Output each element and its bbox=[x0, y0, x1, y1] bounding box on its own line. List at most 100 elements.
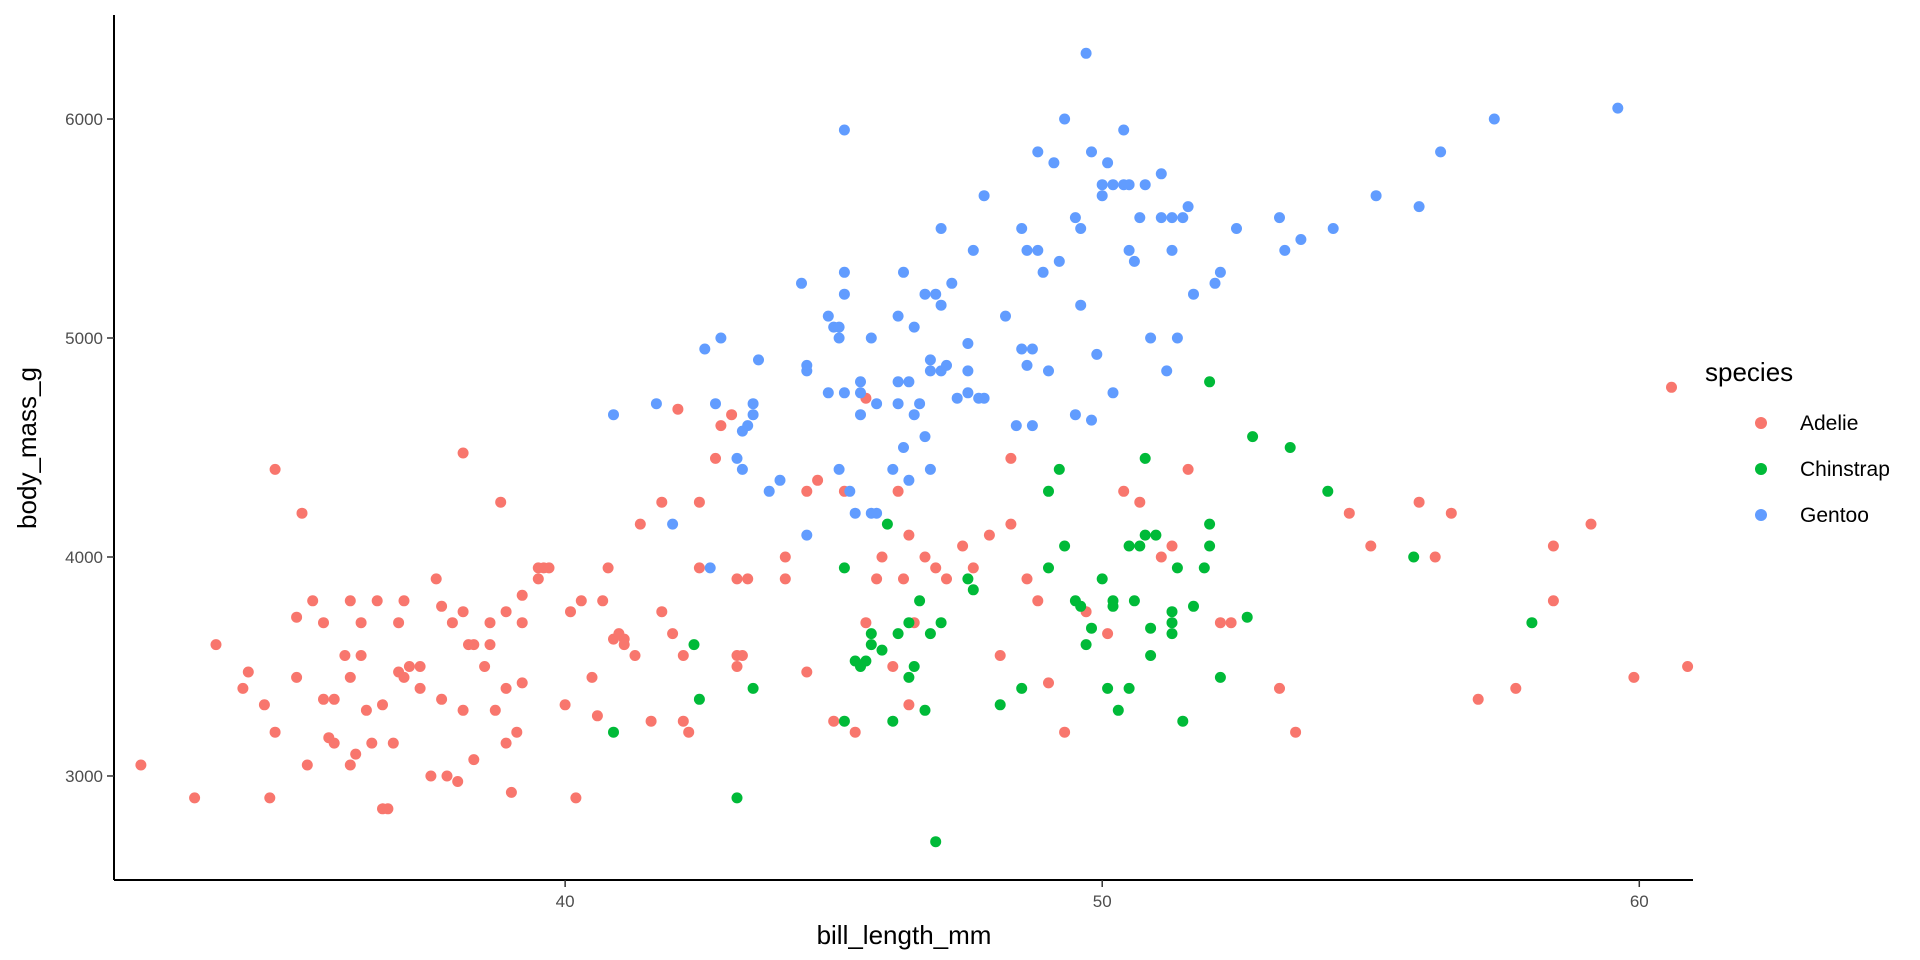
point-gentoo bbox=[608, 409, 619, 421]
point-chinstrap bbox=[903, 671, 915, 683]
point-gentoo bbox=[1102, 157, 1114, 169]
point-adelie bbox=[1005, 452, 1017, 464]
point-adelie bbox=[398, 595, 410, 607]
point-gentoo bbox=[710, 398, 721, 410]
point-gentoo bbox=[1155, 168, 1167, 180]
point-adelie bbox=[242, 666, 254, 678]
point-chinstrap bbox=[924, 628, 936, 640]
point-adelie bbox=[532, 573, 544, 585]
point-adelie bbox=[930, 562, 942, 574]
point-gentoo bbox=[1166, 212, 1178, 224]
point-adelie bbox=[1166, 540, 1178, 552]
point-gentoo bbox=[1010, 420, 1022, 432]
point-gentoo bbox=[1274, 212, 1285, 224]
point-chinstrap bbox=[930, 836, 942, 848]
point-chinstrap bbox=[688, 639, 700, 651]
point-adelie bbox=[189, 792, 201, 804]
point-adelie bbox=[634, 518, 646, 530]
point-adelie bbox=[1182, 463, 1194, 475]
point-chinstrap bbox=[1166, 606, 1178, 618]
point-gentoo bbox=[1155, 212, 1167, 224]
point-chinstrap bbox=[1043, 485, 1054, 497]
point-adelie bbox=[801, 485, 813, 497]
point-adelie bbox=[398, 671, 410, 683]
point-adelie bbox=[903, 699, 915, 711]
legend-key-adelie bbox=[1755, 417, 1767, 429]
point-adelie bbox=[318, 693, 329, 705]
point-adelie bbox=[941, 573, 952, 585]
point-gentoo bbox=[919, 288, 931, 300]
point-gentoo bbox=[1091, 348, 1103, 360]
point-adelie bbox=[1155, 551, 1167, 563]
point-chinstrap bbox=[1128, 595, 1140, 607]
point-chinstrap bbox=[967, 584, 979, 596]
y-tick-label: 5000 bbox=[65, 329, 103, 348]
point-adelie bbox=[377, 699, 388, 711]
point-chinstrap bbox=[1016, 682, 1028, 694]
point-adelie bbox=[667, 628, 679, 640]
point-gentoo bbox=[1107, 179, 1119, 191]
legend-label-chinstrap: Chinstrap bbox=[1800, 458, 1890, 481]
point-adelie bbox=[414, 682, 426, 694]
point-gentoo bbox=[978, 190, 990, 202]
point-adelie bbox=[264, 792, 276, 804]
point-adelie bbox=[591, 710, 603, 722]
point-gentoo bbox=[1231, 223, 1242, 234]
point-chinstrap bbox=[994, 699, 1006, 711]
point-gentoo bbox=[903, 474, 915, 486]
point-adelie bbox=[414, 661, 426, 672]
point-adelie bbox=[237, 682, 249, 694]
point-gentoo bbox=[855, 376, 866, 388]
point-gentoo bbox=[855, 409, 866, 421]
point-adelie bbox=[656, 496, 668, 508]
point-adelie bbox=[860, 617, 872, 629]
point-adelie bbox=[516, 589, 528, 601]
point-adelie bbox=[339, 650, 351, 661]
point-adelie bbox=[887, 661, 899, 672]
point-gentoo bbox=[833, 321, 845, 333]
point-gentoo bbox=[1166, 244, 1178, 256]
point-chinstrap bbox=[919, 704, 931, 716]
point-adelie bbox=[672, 403, 684, 415]
point-adelie bbox=[812, 474, 824, 486]
point-adelie bbox=[801, 666, 813, 678]
y-axis-ticks: 3000 4000 5000 6000 bbox=[65, 110, 114, 786]
point-gentoo bbox=[1139, 179, 1151, 191]
point-gentoo bbox=[715, 332, 727, 344]
point-adelie bbox=[505, 786, 517, 798]
point-adelie bbox=[296, 507, 308, 519]
point-adelie bbox=[468, 639, 480, 651]
point-adelie bbox=[500, 606, 512, 618]
point-chinstrap bbox=[1096, 573, 1108, 585]
point-gentoo bbox=[1048, 157, 1060, 169]
point-gentoo bbox=[898, 266, 909, 278]
point-adelie bbox=[318, 617, 329, 629]
x-axis-ticks: 40 50 60 bbox=[556, 880, 1649, 911]
point-adelie bbox=[366, 737, 378, 749]
point-adelie bbox=[355, 650, 367, 661]
point-gentoo bbox=[801, 529, 813, 541]
point-gentoo bbox=[962, 338, 974, 349]
point-gentoo bbox=[903, 376, 915, 388]
point-adelie bbox=[452, 776, 464, 787]
point-gentoo bbox=[941, 359, 952, 371]
point-adelie bbox=[500, 737, 512, 749]
point-gentoo bbox=[838, 387, 850, 399]
legend-key-chinstrap bbox=[1755, 463, 1767, 475]
point-gentoo bbox=[978, 392, 990, 404]
point-adelie bbox=[1043, 677, 1054, 689]
point-gentoo bbox=[838, 266, 850, 278]
point-gentoo bbox=[1032, 146, 1044, 158]
point-chinstrap bbox=[1053, 463, 1065, 475]
point-adelie bbox=[371, 595, 383, 607]
point-gentoo bbox=[833, 332, 845, 344]
point-gentoo bbox=[865, 332, 877, 344]
point-adelie bbox=[457, 704, 469, 716]
point-gentoo bbox=[838, 124, 850, 136]
point-chinstrap bbox=[1075, 600, 1087, 612]
point-chinstrap bbox=[1043, 562, 1054, 574]
point-adelie bbox=[1032, 595, 1044, 607]
point-adelie bbox=[828, 715, 840, 727]
point-chinstrap bbox=[1102, 682, 1114, 694]
point-gentoo bbox=[1021, 359, 1033, 371]
